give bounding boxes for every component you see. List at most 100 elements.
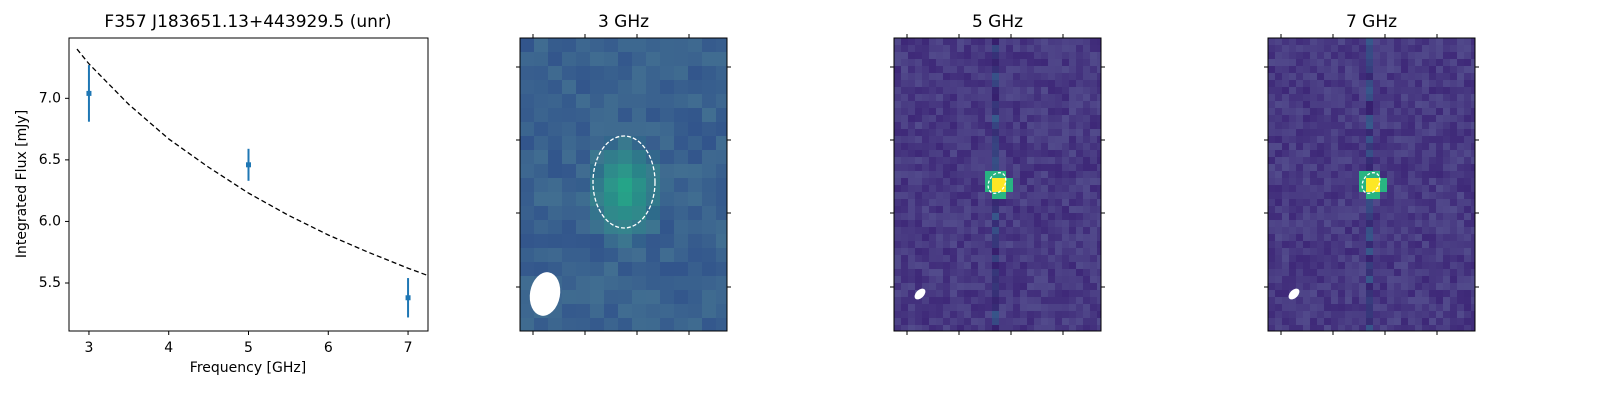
pixel [1083, 115, 1090, 122]
pixel [1006, 101, 1013, 108]
pixel [548, 318, 562, 331]
pixel [1352, 157, 1359, 164]
pixel [1422, 248, 1429, 255]
pixel [1359, 52, 1366, 59]
pixel [971, 157, 978, 164]
pixel [1027, 318, 1034, 325]
pixel [1289, 185, 1296, 192]
pixel [1352, 248, 1359, 255]
pixel [1083, 199, 1090, 206]
pixel [1387, 52, 1394, 59]
pixel [1373, 94, 1380, 101]
pixel [1090, 220, 1097, 227]
pixel [1457, 276, 1464, 283]
pixel [1366, 87, 1373, 94]
pixel [908, 318, 915, 325]
pixel [534, 80, 548, 94]
pixel [1034, 255, 1041, 262]
pixel [1027, 164, 1034, 171]
pixel [1359, 325, 1366, 331]
pixel [1359, 150, 1366, 157]
pixel [534, 108, 548, 122]
pixel [1436, 143, 1443, 150]
pixel [1090, 290, 1097, 297]
pixel [1429, 304, 1436, 311]
pixel [1331, 45, 1338, 52]
pixel [1345, 297, 1352, 304]
pixel [1457, 241, 1464, 248]
pixel [1345, 220, 1352, 227]
pixel [520, 38, 534, 52]
pixel [915, 164, 922, 171]
pixel [985, 143, 992, 150]
pixel [1345, 325, 1352, 331]
pixel [1268, 94, 1275, 101]
pixel [1317, 192, 1324, 199]
pixel [1471, 276, 1475, 283]
pixel [1076, 234, 1083, 241]
pixel [716, 136, 727, 150]
pixel [716, 122, 727, 136]
pixel [1090, 318, 1097, 325]
pixel [1422, 206, 1429, 213]
pixel [1324, 185, 1331, 192]
pixel [1076, 304, 1083, 311]
pixel [1303, 171, 1310, 178]
pixel [1394, 164, 1401, 171]
pixel [985, 248, 992, 255]
pixel [1289, 276, 1296, 283]
pixel [1076, 199, 1083, 206]
pixel [646, 318, 660, 331]
pixel [971, 59, 978, 66]
pixel [992, 248, 999, 255]
pixel [1471, 199, 1475, 206]
pixel [1366, 150, 1373, 157]
pixel [1429, 262, 1436, 269]
pixel [1408, 136, 1415, 143]
pixel [1387, 241, 1394, 248]
pixel [971, 311, 978, 318]
pixel [1359, 192, 1366, 199]
pixel [1408, 38, 1415, 45]
pixel [1027, 227, 1034, 234]
pixel [1076, 101, 1083, 108]
pixel [688, 318, 702, 331]
pixel [1083, 227, 1090, 234]
pixel [1450, 52, 1457, 59]
pixel [1450, 94, 1457, 101]
pixel [702, 150, 716, 164]
x-tick-label: 3 [84, 340, 93, 356]
pixel [1006, 262, 1013, 269]
pixel [1275, 80, 1282, 87]
pixel [1303, 157, 1310, 164]
pixel [1048, 94, 1055, 101]
pixel [590, 52, 604, 66]
pixel [1006, 185, 1013, 192]
pixel [1090, 269, 1097, 276]
pixel [1394, 115, 1401, 122]
pixel [1359, 164, 1366, 171]
pixel [1006, 73, 1013, 80]
pixel [943, 59, 950, 66]
pixel [908, 262, 915, 269]
pixel [1048, 59, 1055, 66]
pixel [894, 59, 901, 66]
pixel [1366, 311, 1373, 318]
pixel [1303, 290, 1310, 297]
pixel [971, 52, 978, 59]
pixel [1415, 283, 1422, 290]
pixel [1069, 325, 1076, 331]
pixel [1415, 94, 1422, 101]
pixel [1450, 304, 1457, 311]
pixel [957, 227, 964, 234]
pixel [908, 269, 915, 276]
pixel [915, 66, 922, 73]
pixel [985, 66, 992, 73]
pixel [1394, 136, 1401, 143]
pixel [1282, 241, 1289, 248]
pixel [894, 45, 901, 52]
pixel [1366, 241, 1373, 248]
pixel [1457, 283, 1464, 290]
pixel [992, 150, 999, 157]
pixel [1352, 185, 1359, 192]
